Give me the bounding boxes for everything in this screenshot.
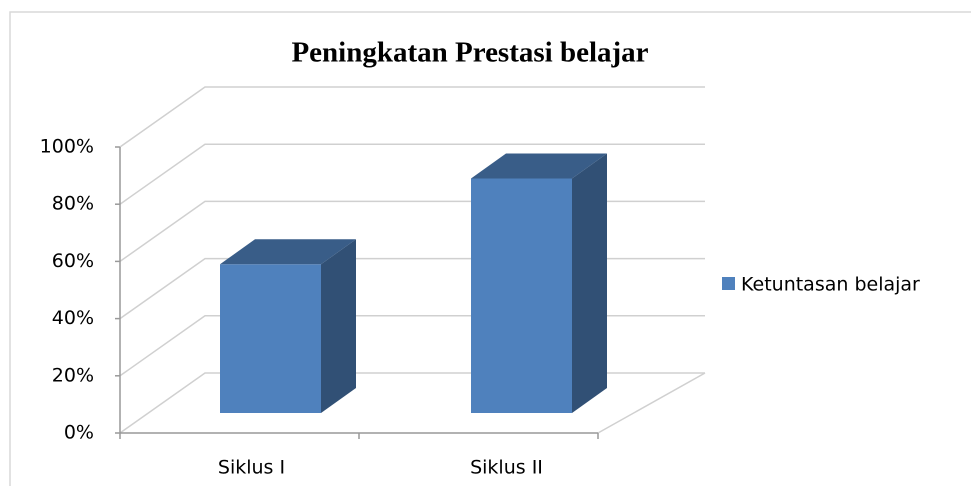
y-tick-label: 60%	[52, 250, 94, 272]
y-tick-label: 80%	[52, 193, 94, 215]
bar-side	[572, 153, 607, 414]
legend-swatch	[722, 277, 735, 290]
grid-line	[119, 372, 705, 434]
grid-line	[119, 200, 705, 263]
chart-title: Peningkatan Prestasi belajar	[291, 37, 648, 69]
bar	[220, 264, 321, 413]
x-tick-label: Siklus I	[218, 457, 285, 479]
legend-label: Ketuntasan belajar	[741, 274, 920, 296]
chart-frame	[9, 11, 971, 486]
bar-top	[220, 239, 356, 265]
floor	[597, 372, 706, 434]
y-tick-label: 40%	[52, 307, 94, 329]
y-tick-label: 0%	[64, 422, 94, 444]
grid-line	[119, 143, 705, 205]
grid-line	[119, 86, 705, 148]
x-tick-label: Siklus II	[470, 457, 543, 479]
bar-top	[471, 153, 607, 179]
bar	[471, 178, 572, 413]
y-tick-label: 20%	[52, 364, 94, 386]
bar-side	[321, 239, 356, 413]
grid-line	[119, 257, 705, 320]
y-tick-label: 100%	[40, 136, 94, 158]
grid-line	[119, 315, 705, 377]
